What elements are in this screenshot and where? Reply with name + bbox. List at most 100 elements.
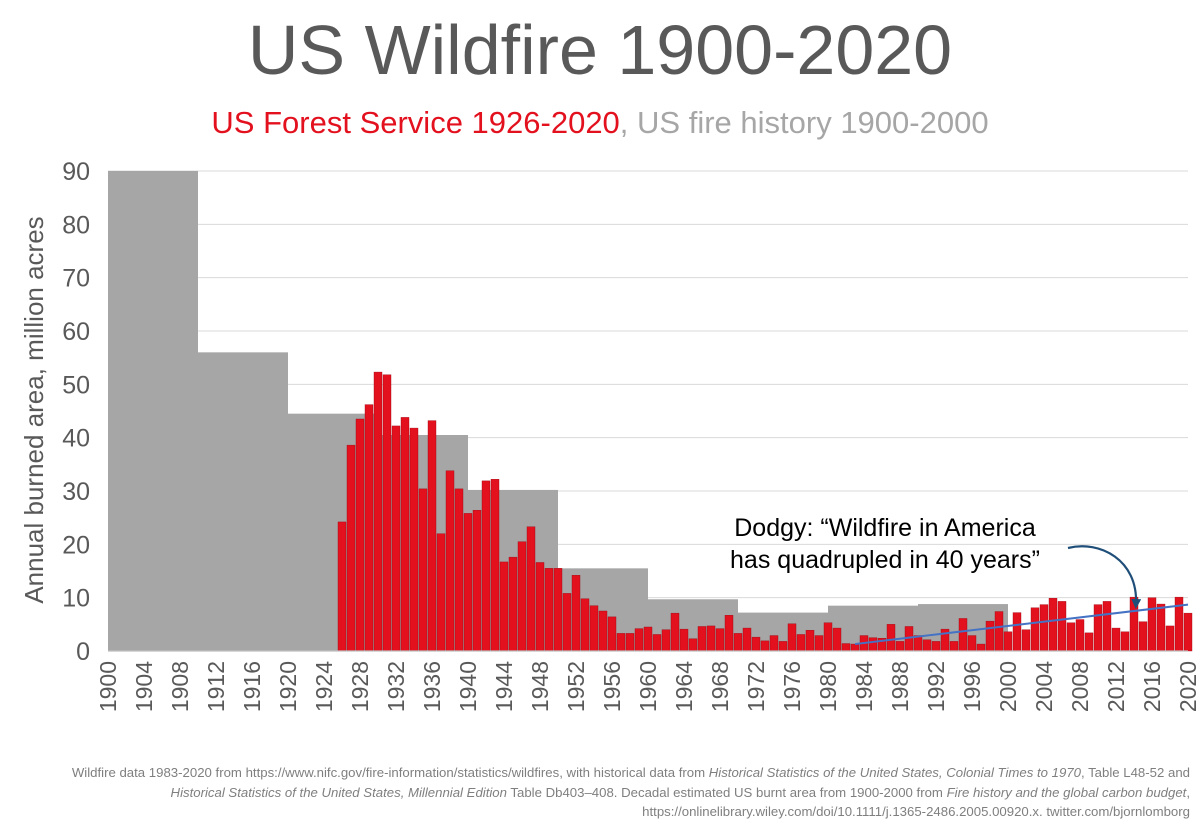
usfs-bar bbox=[1165, 625, 1175, 652]
usfs-bar bbox=[706, 625, 716, 652]
footnote-text-a: Wildfire data 1983-2020 from https://www… bbox=[71, 765, 709, 780]
usfs-bar bbox=[823, 622, 833, 652]
footnote-source-3: Fire history and the global carbon budge… bbox=[946, 784, 1187, 800]
usfs-bar bbox=[1138, 621, 1148, 652]
usfs-bar bbox=[715, 628, 725, 652]
usfs-bar bbox=[778, 641, 788, 652]
history-bar bbox=[108, 171, 198, 651]
usfs-bar bbox=[886, 624, 896, 652]
x-tick-label: 1944 bbox=[491, 661, 517, 712]
usfs-bar bbox=[418, 488, 428, 652]
usfs-bar bbox=[895, 641, 905, 652]
usfs-bar bbox=[994, 611, 1004, 652]
usfs-bar bbox=[769, 635, 779, 652]
x-tick-label: 1984 bbox=[851, 661, 877, 712]
usfs-bar bbox=[958, 618, 968, 652]
usfs-bar bbox=[697, 626, 707, 652]
usfs-bar bbox=[670, 612, 680, 652]
usfs-bar bbox=[481, 480, 491, 652]
usfs-series bbox=[337, 371, 1193, 652]
usfs-bar bbox=[373, 371, 383, 652]
footnote-source-2: Historical Statistics of the United Stat… bbox=[170, 784, 507, 800]
x-tick-label: 1908 bbox=[167, 661, 193, 712]
usfs-bar bbox=[499, 561, 509, 652]
usfs-bar bbox=[760, 640, 770, 652]
usfs-bar bbox=[454, 488, 464, 652]
usfs-bar bbox=[796, 634, 806, 652]
usfs-bar bbox=[616, 633, 626, 652]
source-footnote: Wildfire data 1983-2020 from https://www… bbox=[60, 763, 1190, 822]
usfs-bar bbox=[391, 425, 401, 652]
usfs-bar bbox=[1003, 631, 1013, 652]
usfs-bar bbox=[1012, 612, 1022, 652]
x-tick-label: 2016 bbox=[1139, 661, 1165, 712]
usfs-bar bbox=[661, 629, 671, 652]
y-tick-label: 20 bbox=[62, 531, 90, 559]
footnote-text-e: Table Db403–408. Decadal estimated US bu… bbox=[506, 784, 947, 800]
x-tick-label: 1932 bbox=[383, 661, 409, 712]
usfs-bar bbox=[634, 628, 644, 652]
axes: 0 10 20 30 40 50 60 70 80 90 1900 1904 1908 1912 1916 1… bbox=[62, 158, 1200, 712]
x-tick-label: 1912 bbox=[203, 661, 229, 712]
usfs-bar bbox=[733, 633, 743, 652]
usfs-bar bbox=[517, 541, 527, 652]
x-tick-label: 1964 bbox=[671, 661, 697, 712]
usfs-bar bbox=[643, 626, 653, 652]
y-axis-label: Annual burned area, million acres bbox=[19, 216, 49, 603]
wildfire-chart: 0 10 20 30 40 50 60 70 80 90 1900 1904 1908 1912 1916 1… bbox=[19, 158, 1200, 712]
x-tick-label: 1956 bbox=[599, 661, 625, 712]
usfs-bar bbox=[508, 556, 518, 652]
x-tick-label: 1968 bbox=[707, 661, 733, 712]
x-tick-label: 1992 bbox=[923, 661, 949, 712]
usfs-bar bbox=[967, 635, 977, 652]
usfs-bar bbox=[337, 521, 347, 652]
x-tick-label: 2008 bbox=[1067, 661, 1093, 712]
x-tick-label: 1940 bbox=[455, 661, 481, 712]
usfs-bar bbox=[868, 637, 878, 652]
usfs-bar bbox=[922, 639, 932, 652]
usfs-bar bbox=[724, 615, 734, 652]
x-tick-label: 1924 bbox=[311, 661, 337, 712]
usfs-bar bbox=[652, 634, 662, 652]
usfs-bar bbox=[598, 610, 608, 652]
usfs-bar bbox=[427, 420, 437, 652]
annotation-line1: Dodgy: “Wildfire in America bbox=[734, 514, 1036, 542]
usfs-bar bbox=[1066, 622, 1076, 652]
x-tick-label: 1948 bbox=[527, 661, 553, 712]
x-tick-label: 1904 bbox=[131, 661, 157, 712]
x-tick-label: 2004 bbox=[1031, 661, 1057, 712]
usfs-bar bbox=[751, 636, 761, 652]
history-bar bbox=[288, 413, 378, 651]
annotation: Dodgy: “Wildfire in America has quadrupl… bbox=[730, 514, 1142, 609]
x-tick-label: 1988 bbox=[887, 661, 913, 712]
usfs-bar bbox=[1039, 604, 1049, 652]
usfs-bar bbox=[589, 605, 599, 652]
subtitle-separator: , bbox=[619, 105, 629, 140]
usfs-bar bbox=[400, 417, 410, 652]
annotation-line2: has quadrupled in 40 years” bbox=[730, 546, 1040, 574]
usfs-bar bbox=[949, 641, 959, 652]
usfs-bar bbox=[976, 643, 986, 652]
subtitle-history: US fire history 1900-2000 bbox=[637, 105, 989, 140]
x-tick-label: 2020 bbox=[1175, 661, 1200, 712]
usfs-bar bbox=[625, 633, 635, 652]
usfs-bar bbox=[355, 418, 365, 652]
usfs-bar bbox=[832, 627, 842, 652]
x-tick-label: 1928 bbox=[347, 661, 373, 712]
subtitle-usfs: US Forest Service 1926-2020 bbox=[211, 105, 620, 140]
y-tick-label: 90 bbox=[62, 158, 90, 186]
x-tick-label: 1976 bbox=[779, 661, 805, 712]
usfs-bar bbox=[436, 533, 446, 652]
x-tick-label: 1916 bbox=[239, 661, 265, 712]
trend-layer bbox=[854, 603, 1189, 646]
usfs-bar bbox=[1120, 631, 1130, 652]
x-tick-label: 2012 bbox=[1103, 661, 1129, 712]
usfs-bar bbox=[490, 479, 500, 652]
usfs-bar bbox=[571, 575, 581, 652]
usfs-bar bbox=[553, 568, 563, 652]
x-tick-label: 1936 bbox=[419, 661, 445, 712]
usfs-bar bbox=[1156, 603, 1166, 652]
usfs-bar bbox=[607, 616, 617, 652]
usfs-bar bbox=[814, 635, 824, 652]
usfs-bar bbox=[1093, 604, 1103, 652]
